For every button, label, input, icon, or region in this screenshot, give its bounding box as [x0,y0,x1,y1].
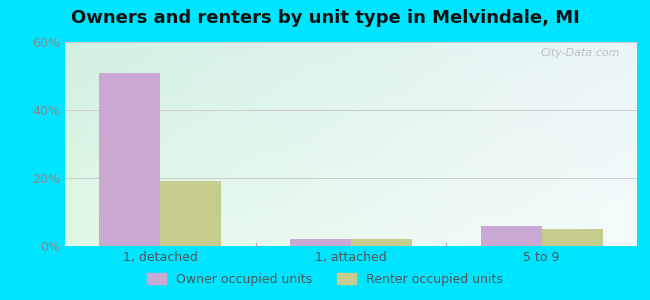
Text: Owners and renters by unit type in Melvindale, MI: Owners and renters by unit type in Melvi… [71,9,579,27]
Bar [99,73,161,246]
Bar [161,182,222,246]
Text: City-Data.com: City-Data.com [540,48,620,58]
Bar [351,239,412,246]
Bar [541,229,603,246]
Bar [480,226,541,246]
Legend: Owner occupied units, Renter occupied units: Owner occupied units, Renter occupied un… [142,268,508,291]
Bar [290,239,351,246]
